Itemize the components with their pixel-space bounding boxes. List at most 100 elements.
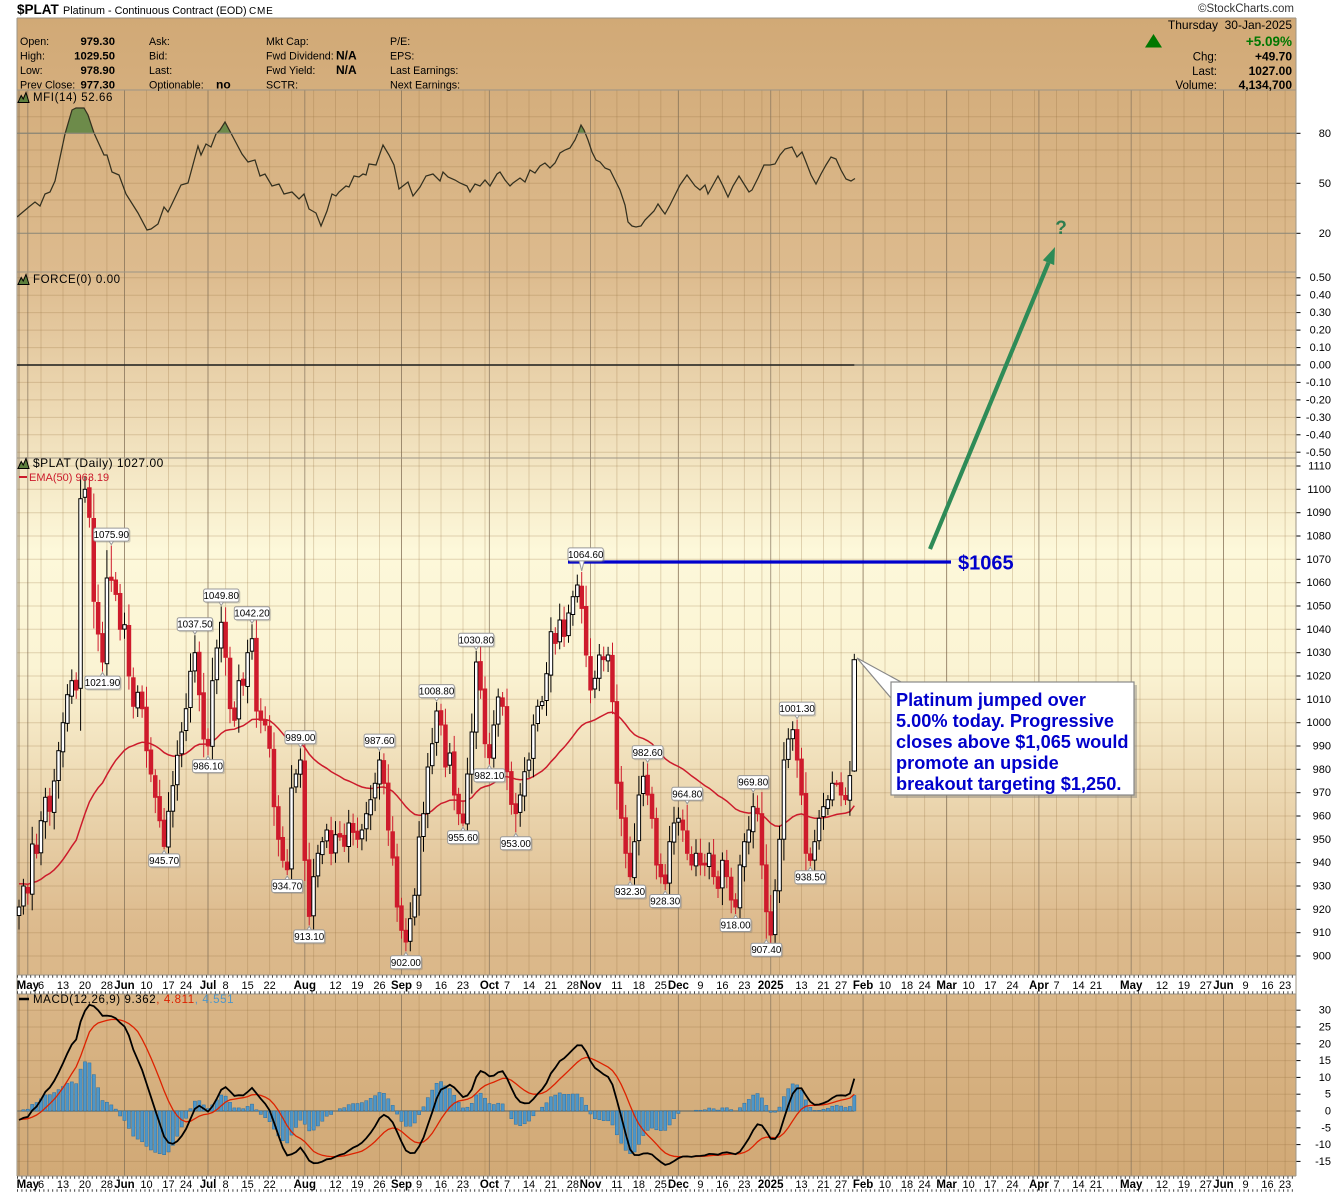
svg-text:0.10: 0.10	[1310, 342, 1331, 354]
svg-text:25: 25	[1319, 1022, 1331, 1034]
svg-text:24: 24	[918, 980, 930, 992]
svg-text:0.00: 0.00	[1310, 360, 1331, 372]
svg-text:26: 26	[373, 1179, 385, 1191]
svg-text:1100: 1100	[1307, 484, 1331, 496]
svg-text:-10: -10	[1315, 1139, 1331, 1151]
svg-text:11: 11	[611, 980, 622, 992]
svg-text:9: 9	[416, 1179, 422, 1191]
svg-text:30: 30	[1319, 1005, 1331, 1017]
svg-text:Oct: Oct	[480, 1179, 499, 1191]
svg-text:980: 980	[1313, 764, 1331, 776]
svg-text:17: 17	[984, 1179, 996, 1191]
svg-text:902.00: 902.00	[391, 958, 422, 969]
svg-text:N/A: N/A	[336, 63, 357, 77]
svg-text:16: 16	[435, 980, 447, 992]
svg-text:12: 12	[1156, 980, 1168, 992]
svg-text:0.30: 0.30	[1310, 307, 1331, 319]
svg-text:27: 27	[835, 1179, 847, 1191]
svg-text:27: 27	[835, 980, 847, 992]
svg-text:23: 23	[1279, 1179, 1291, 1191]
svg-text:21: 21	[1090, 980, 1102, 992]
svg-text:23: 23	[457, 1179, 469, 1191]
svg-text:Last:: Last:	[149, 65, 172, 77]
svg-text:15: 15	[241, 1179, 253, 1191]
svg-text:Aug: Aug	[294, 1179, 316, 1191]
svg-text:13: 13	[795, 1179, 807, 1191]
svg-text:EMA(50) 963.19: EMA(50) 963.19	[29, 472, 109, 484]
svg-text:Optionable:: Optionable:	[149, 80, 204, 92]
svg-text:19: 19	[1178, 980, 1190, 992]
svg-text:1049.80: 1049.80	[203, 591, 239, 602]
svg-text:1010: 1010	[1307, 694, 1331, 706]
svg-text:Chg:: Chg:	[1193, 52, 1217, 64]
svg-text:-0.40: -0.40	[1306, 429, 1331, 441]
svg-text:14: 14	[1072, 980, 1084, 992]
svg-text:987.60: 987.60	[365, 736, 396, 747]
svg-text:-5: -5	[1321, 1122, 1331, 1134]
svg-text:989.00: 989.00	[285, 733, 316, 744]
svg-text:SCTR:: SCTR:	[266, 80, 298, 92]
svg-text:0.20: 0.20	[1310, 325, 1331, 337]
svg-text:28: 28	[101, 980, 113, 992]
svg-text:9: 9	[1242, 980, 1248, 992]
svg-text:15: 15	[1319, 1055, 1331, 1067]
svg-text:23: 23	[738, 980, 750, 992]
svg-text:$1065: $1065	[958, 553, 1014, 575]
svg-text:27: 27	[1200, 1179, 1212, 1191]
svg-text:Oct: Oct	[480, 980, 499, 992]
svg-text:7: 7	[504, 1179, 510, 1191]
svg-text:Nov: Nov	[580, 1179, 602, 1191]
svg-text:940: 940	[1313, 857, 1331, 869]
svg-text:23: 23	[1279, 980, 1291, 992]
svg-text:960: 960	[1313, 811, 1331, 823]
svg-text:932.30: 932.30	[615, 887, 646, 898]
svg-text:Platinum - Continuous Contract: Platinum - Continuous Contract (EOD)	[63, 5, 247, 17]
svg-text:17: 17	[162, 1179, 174, 1191]
svg-text:12: 12	[329, 980, 341, 992]
svg-text:May: May	[17, 1179, 40, 1191]
svg-text:-0.50: -0.50	[1306, 447, 1331, 459]
svg-text:25: 25	[655, 1179, 667, 1191]
svg-text:Next Earnings:: Next Earnings:	[390, 80, 460, 92]
svg-text:934.70: 934.70	[272, 882, 303, 893]
svg-text:1030.80: 1030.80	[458, 635, 494, 646]
svg-text:17: 17	[162, 980, 174, 992]
svg-text:22: 22	[263, 1179, 275, 1191]
svg-text:10: 10	[140, 980, 152, 992]
svg-text:13: 13	[57, 980, 69, 992]
svg-text:Prev Close:: Prev Close:	[20, 80, 75, 92]
svg-text:9: 9	[697, 980, 703, 992]
svg-text:910: 910	[1313, 927, 1331, 939]
svg-text:1075.90: 1075.90	[94, 530, 130, 541]
svg-text:10: 10	[1319, 1072, 1331, 1084]
svg-text:Jun: Jun	[1213, 980, 1233, 992]
svg-text:969.80: 969.80	[738, 778, 769, 789]
svg-text:955.60: 955.60	[448, 833, 479, 844]
svg-text:MACD(12,26,9) 9.362, 4.811, 4.: MACD(12,26,9) 9.362, 4.811, 4.551	[33, 994, 234, 1006]
svg-text:closes above $1,065 would: closes above $1,065 would	[896, 732, 1129, 752]
svg-text:982.60: 982.60	[633, 748, 664, 759]
svg-text:©StockCharts.com: ©StockCharts.com	[1198, 3, 1294, 15]
svg-text:N/A: N/A	[336, 49, 357, 63]
svg-text:0.50: 0.50	[1310, 272, 1331, 284]
svg-text:12: 12	[329, 1179, 341, 1191]
svg-text:10: 10	[879, 1179, 891, 1191]
svg-text:Bid:: Bid:	[149, 51, 167, 63]
svg-text:9: 9	[1242, 1179, 1248, 1191]
svg-text:1064.60: 1064.60	[568, 550, 604, 561]
svg-text:Open:: Open:	[20, 36, 49, 48]
svg-text:1080: 1080	[1307, 531, 1331, 543]
svg-text:21: 21	[1090, 1179, 1102, 1191]
svg-text:953.00: 953.00	[501, 839, 532, 850]
svg-text:18: 18	[901, 980, 913, 992]
svg-text:promote an upside: promote an upside	[896, 753, 1059, 773]
svg-text:1037.50: 1037.50	[177, 620, 213, 631]
svg-text:1001.30: 1001.30	[779, 704, 815, 715]
svg-text:Sep: Sep	[391, 1179, 412, 1191]
svg-text:20: 20	[1319, 228, 1331, 240]
svg-text:1040: 1040	[1307, 624, 1331, 636]
svg-text:Fwd Dividend:: Fwd Dividend:	[266, 51, 334, 63]
svg-text:27: 27	[1200, 980, 1212, 992]
svg-text:6: 6	[38, 1179, 44, 1191]
svg-text:+49.70: +49.70	[1255, 50, 1292, 64]
